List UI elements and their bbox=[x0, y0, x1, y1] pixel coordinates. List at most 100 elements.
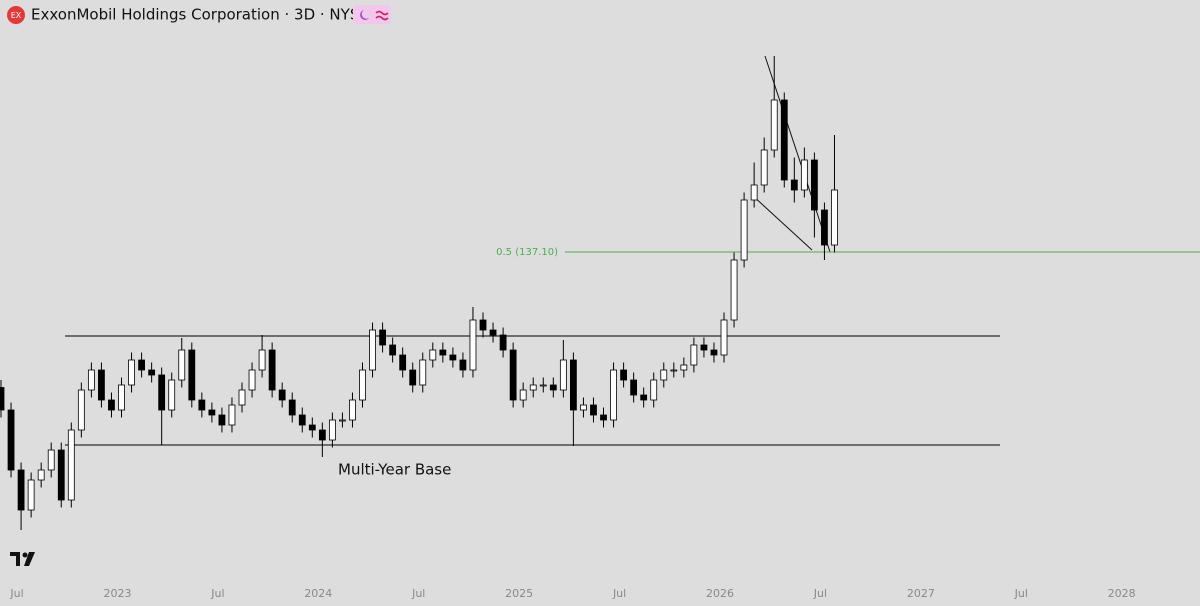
wedge-lower-line bbox=[751, 194, 813, 251]
candle-body bbox=[429, 349, 437, 361]
candle-body bbox=[700, 344, 708, 351]
candle-body bbox=[770, 99, 778, 151]
candle-body bbox=[87, 369, 95, 391]
candle-body bbox=[439, 349, 447, 356]
candle-body bbox=[198, 399, 206, 411]
candle-body bbox=[620, 369, 627, 381]
candle-body bbox=[419, 359, 427, 386]
candle-body bbox=[128, 359, 135, 386]
candle-body bbox=[248, 369, 256, 391]
candle-body bbox=[730, 259, 738, 321]
candle-body bbox=[369, 329, 376, 371]
candle-body bbox=[67, 429, 75, 501]
annotation: Multi-Year Base bbox=[338, 461, 451, 479]
wedge-upper-line bbox=[764, 55, 831, 253]
x-tick-label: 2023 bbox=[103, 587, 131, 600]
candle-body bbox=[77, 389, 85, 431]
x-tick-label: 2024 bbox=[304, 587, 332, 600]
candle-body bbox=[831, 189, 838, 246]
candle-body bbox=[650, 379, 658, 401]
candle-body bbox=[339, 419, 346, 422]
candle-body bbox=[580, 404, 587, 411]
x-tick-label: Jul bbox=[612, 587, 626, 600]
candle-body bbox=[399, 354, 407, 371]
x-tick-label: Jul bbox=[411, 587, 425, 600]
candle-body bbox=[148, 369, 156, 376]
candle-body bbox=[529, 384, 537, 391]
candle-body bbox=[108, 399, 115, 411]
candle-body bbox=[228, 404, 236, 426]
candle-body bbox=[519, 389, 527, 401]
candle-body bbox=[138, 359, 145, 371]
candle-body bbox=[559, 359, 567, 391]
candle-body bbox=[57, 449, 65, 501]
candle-body bbox=[208, 409, 216, 416]
candle-body bbox=[278, 389, 286, 401]
candle-body bbox=[780, 99, 788, 181]
candle-body bbox=[218, 414, 226, 426]
candle-body bbox=[720, 319, 728, 356]
candle-body bbox=[449, 354, 457, 361]
candle-body bbox=[238, 389, 246, 406]
candle-body bbox=[499, 334, 507, 351]
candle-body bbox=[489, 329, 497, 336]
candle-body bbox=[569, 359, 577, 411]
candle-body bbox=[288, 399, 296, 416]
candle-body bbox=[168, 379, 176, 411]
candle-body bbox=[188, 349, 196, 401]
candle-body bbox=[459, 359, 467, 371]
candle-body bbox=[47, 449, 55, 471]
candle-body bbox=[821, 209, 828, 246]
x-tick-label: Jul bbox=[9, 587, 23, 600]
candle-body bbox=[349, 399, 356, 421]
x-tick-label: Jul bbox=[813, 587, 827, 600]
candle-body bbox=[710, 349, 718, 356]
candles bbox=[0, 56, 838, 530]
candle-body bbox=[750, 184, 758, 201]
candle-body bbox=[27, 479, 35, 511]
candle-body bbox=[409, 369, 417, 386]
candle-body bbox=[37, 469, 45, 481]
x-tick-label: 2028 bbox=[1108, 587, 1136, 600]
candle-body bbox=[810, 159, 818, 211]
candle-body bbox=[178, 349, 186, 381]
candle-body bbox=[7, 409, 15, 471]
candle-body bbox=[379, 329, 386, 346]
candle-body bbox=[590, 404, 597, 416]
candle-body bbox=[298, 414, 306, 426]
candle-body bbox=[610, 369, 617, 421]
tv-logo bbox=[10, 552, 35, 566]
symbol-icon-text: EX bbox=[11, 11, 22, 20]
candle-body bbox=[268, 349, 276, 391]
candle-body bbox=[640, 394, 648, 401]
candle-body bbox=[539, 384, 547, 387]
candle-body bbox=[600, 414, 607, 421]
candle-body bbox=[389, 344, 397, 356]
x-tick-label: 2027 bbox=[907, 587, 935, 600]
candle-body bbox=[509, 349, 517, 401]
candle-body bbox=[690, 344, 698, 366]
candle-body bbox=[469, 319, 477, 371]
moon-icon bbox=[360, 10, 369, 20]
x-tick-label: Jul bbox=[1014, 587, 1028, 600]
fib-label: 0.5 (137.10) bbox=[496, 247, 558, 258]
candle-body bbox=[760, 149, 768, 186]
candle-body bbox=[17, 469, 25, 511]
candle-body bbox=[118, 384, 125, 411]
candle-body bbox=[660, 369, 668, 381]
candle-body bbox=[308, 424, 316, 431]
candle-body bbox=[740, 199, 748, 261]
candle-body bbox=[630, 379, 638, 396]
candle-body bbox=[479, 319, 487, 331]
status-badges[interactable] bbox=[353, 5, 391, 24]
wave-icon bbox=[375, 10, 389, 21]
candle-body bbox=[790, 179, 798, 191]
x-tick-label: 2026 bbox=[706, 587, 734, 600]
chart-title: ExxonMobil Holdings Corporation · 3D · N… bbox=[31, 6, 369, 24]
candle-body bbox=[670, 369, 678, 372]
x-tick-label: Jul bbox=[210, 587, 224, 600]
candle-body bbox=[680, 364, 688, 371]
candle-body bbox=[549, 384, 557, 391]
